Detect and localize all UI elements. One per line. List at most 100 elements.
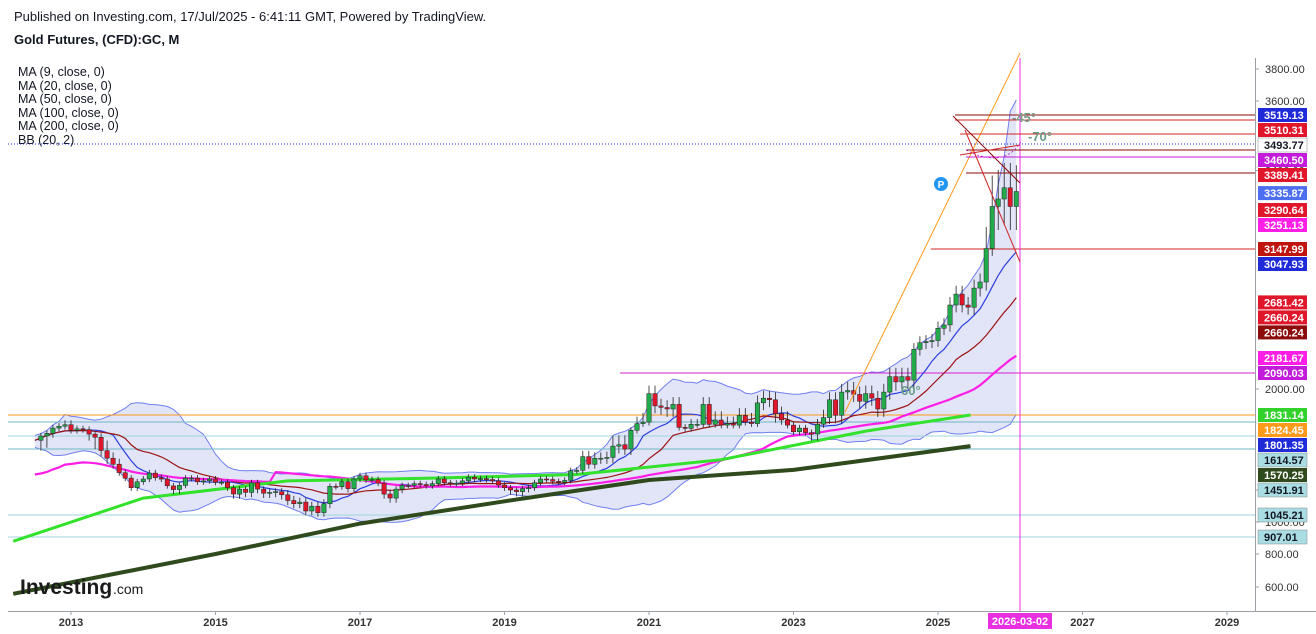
candle-up [983, 248, 989, 283]
candle-up [453, 482, 459, 485]
price-label-text: 3510.31 [1264, 125, 1304, 137]
candle-down [664, 407, 670, 410]
candle-down [375, 479, 381, 484]
time-axis-ticks: 2013 2015 2017 2019 2021 2023 2025 2027 2029 [59, 611, 1239, 629]
price-label-box [1257, 482, 1308, 498]
candle-up [309, 505, 315, 512]
price-label-box [1258, 218, 1307, 232]
candle-up [935, 328, 941, 341]
candle-down [128, 477, 134, 488]
candle-up [146, 472, 152, 480]
candle-down [213, 478, 218, 483]
angle-label-60: 60° [901, 383, 921, 398]
candle-down [104, 450, 110, 459]
candle-up [995, 198, 1001, 207]
candle-up [989, 206, 995, 249]
candle-down [261, 488, 267, 494]
candle-up [670, 404, 676, 410]
candle-down [785, 419, 790, 426]
candle-down [658, 405, 664, 408]
candle-up [50, 427, 56, 434]
candle-up [923, 341, 929, 343]
x-tick-label: 2013 [59, 617, 83, 629]
candle-up [339, 481, 345, 488]
candle-down [676, 404, 682, 428]
cursor-marker: 2026-03-02 [988, 613, 1052, 629]
candle-up [526, 487, 532, 489]
candle-down [833, 399, 839, 416]
indicator-ma200[interactable]: MA (200, close, 0) [18, 119, 119, 133]
candle-up [562, 480, 568, 483]
candle-down [225, 481, 230, 488]
indicator-ma50[interactable]: MA (50, close, 0) [18, 92, 112, 106]
cursor-date-label: 2026-03-02 [992, 616, 1048, 628]
price-label-box [1257, 452, 1308, 468]
candle-up [839, 391, 845, 416]
candle-up [62, 424, 68, 427]
price-label-box [1258, 295, 1307, 310]
candle-up [953, 293, 959, 306]
candle-up [821, 417, 827, 425]
price-label-text: 3290.64 [1264, 205, 1305, 217]
indicator-bb[interactable]: BB (20, 2) [18, 132, 75, 147]
price-label-text: 1801.35 [1264, 440, 1304, 452]
fan-line-short [959, 144, 1021, 156]
candle-up [568, 470, 574, 481]
candle-up [201, 480, 206, 483]
x-tick-label: 2023 [781, 617, 805, 629]
candle-down [152, 472, 158, 478]
candle-up [598, 457, 604, 460]
price-label-box [1258, 186, 1307, 201]
candle-up [760, 397, 766, 404]
candle-up [736, 415, 742, 426]
price-label-box [1258, 108, 1307, 122]
price-label-text: 1614.57 [1264, 455, 1304, 467]
candle-down [255, 482, 261, 490]
candle-up [628, 430, 634, 450]
candle-down [965, 304, 971, 308]
y-tick-label: 2000.00 [1265, 384, 1305, 396]
candle-down [730, 423, 736, 426]
price-label-text: 3460.50 [1264, 155, 1304, 167]
indicator-ma9[interactable]: MA (9, close, 0) [18, 65, 105, 79]
candle-down [875, 397, 881, 410]
candle-down [122, 472, 128, 479]
price-label-box [1258, 257, 1307, 271]
candle-up [712, 419, 718, 425]
candle-down [170, 485, 176, 490]
candle-up [797, 427, 802, 433]
pivot-marker [934, 177, 948, 191]
candle-up [532, 482, 538, 488]
indicator-ma20[interactable]: MA (20, close, 0) [18, 78, 112, 93]
price-label-text: 3147.99 [1264, 244, 1304, 256]
candle-up [592, 457, 598, 465]
x-tick-label: 2021 [637, 617, 661, 629]
y-tick-label: 600.00 [1265, 582, 1299, 594]
price-label-text: 3251.13 [1264, 220, 1304, 232]
price-label-box [1258, 351, 1307, 365]
price-label-box [1257, 529, 1308, 545]
candle-down [766, 397, 772, 400]
candle-down [803, 427, 808, 433]
candle-down [387, 493, 393, 499]
candle-up [977, 281, 983, 289]
candle-down [333, 486, 339, 488]
candle-down [706, 404, 712, 425]
price-label-text: 3389.41 [1264, 170, 1304, 182]
candle-down [68, 424, 74, 431]
price-label-box [1258, 366, 1307, 380]
candle-up [188, 477, 194, 480]
candle-down [1007, 187, 1013, 207]
bollinger-lower [34, 414, 1017, 523]
candle-down [80, 428, 86, 431]
candle-down [514, 489, 519, 492]
candle-down [98, 437, 104, 451]
candle-down [791, 424, 796, 433]
price-label-box [1258, 423, 1307, 437]
candle-up [327, 486, 333, 504]
candle-down [243, 488, 249, 493]
candle-down [490, 479, 495, 482]
indicator-ma100[interactable]: MA (100, close, 0) [18, 105, 119, 120]
x-tick-label: 2029 [1215, 617, 1239, 629]
